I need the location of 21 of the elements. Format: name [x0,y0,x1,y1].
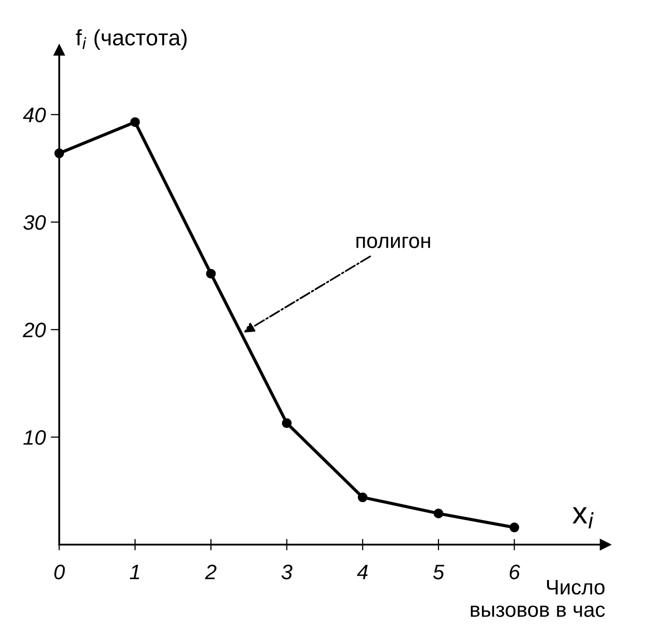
y-axis-title: f$_{i}$ (частота) [76,29,187,50]
x-tick-label: 1 [130,564,140,580]
x-tick-label: 6 [510,564,520,580]
annotation: полигон [356,236,430,248]
point [130,117,140,127]
point [206,268,216,279]
x-tick-label: 4 [356,564,368,580]
point [434,508,444,518]
y-tick-label: 10 [23,430,46,445]
x-tick-label: 2 [205,564,216,580]
x-axis-title: x$_{i}$ [572,507,594,528]
y-tick-label: 20 [22,322,46,338]
y-tick-label: 30 [23,215,46,230]
point [509,522,520,532]
x-tick-label: 3 [281,564,292,580]
x-tick-label: 5 [433,564,444,580]
point [358,492,368,502]
point [282,418,292,428]
x-tick-label: 0 [54,564,65,580]
text: Число вызовов в час [470,580,605,617]
y-tick-label: 40 [22,108,46,122]
